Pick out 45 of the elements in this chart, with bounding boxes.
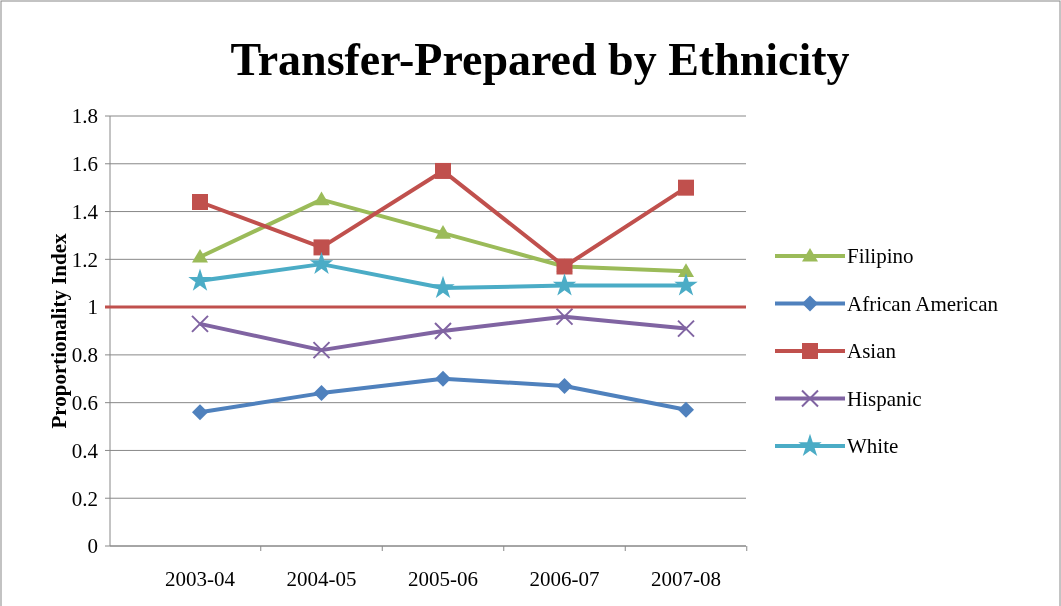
point	[435, 225, 451, 239]
y-tick-label: 1	[87, 295, 98, 320]
point	[677, 319, 695, 338]
point	[555, 307, 574, 326]
point	[434, 322, 452, 340]
y-tick-label: 1.4	[71, 199, 99, 224]
y-tick-label: 1.8	[71, 104, 98, 129]
point	[192, 248, 208, 263]
y-tick-label: 1.2	[71, 247, 98, 272]
y-tick-label: 1.6	[71, 152, 98, 177]
chart-title: Transfer-Prepared by Ethnicity	[230, 34, 850, 85]
point	[435, 162, 451, 179]
point	[556, 377, 573, 394]
y-tick-label: 0	[87, 534, 98, 559]
point	[678, 401, 694, 418]
point	[678, 263, 694, 277]
y-tick-label: 0.4	[71, 438, 99, 463]
legend-label: Asian	[847, 339, 897, 364]
point	[678, 179, 694, 196]
x-tick-label: 2003-04	[165, 567, 236, 591]
legend-label: Hispanic	[847, 386, 922, 411]
point	[674, 273, 698, 296]
point	[313, 191, 330, 206]
point	[188, 268, 212, 291]
legend-label: Filipino	[847, 244, 914, 269]
y-tick-label: 0.2	[71, 486, 98, 511]
point	[309, 251, 334, 275]
x-tick-label: 2005-06	[408, 567, 478, 591]
point	[313, 239, 330, 256]
legend-label: African American	[847, 291, 999, 316]
point	[312, 341, 331, 360]
x-tick-label: 2006-07	[529, 567, 600, 591]
y-tick-label: 0.8	[71, 343, 98, 368]
point	[192, 404, 208, 421]
point	[552, 273, 577, 296]
legend-label: White	[847, 434, 899, 459]
x-tick-label: 2004-05	[286, 567, 357, 591]
y-tick-label: 0.6	[71, 391, 98, 416]
x-tick-label: 2007-08	[651, 567, 721, 591]
point	[191, 314, 209, 333]
point	[435, 370, 451, 387]
point	[313, 385, 330, 402]
y-axis-title: Proportionality Index	[47, 232, 71, 429]
point	[431, 275, 455, 298]
point	[192, 194, 208, 210]
